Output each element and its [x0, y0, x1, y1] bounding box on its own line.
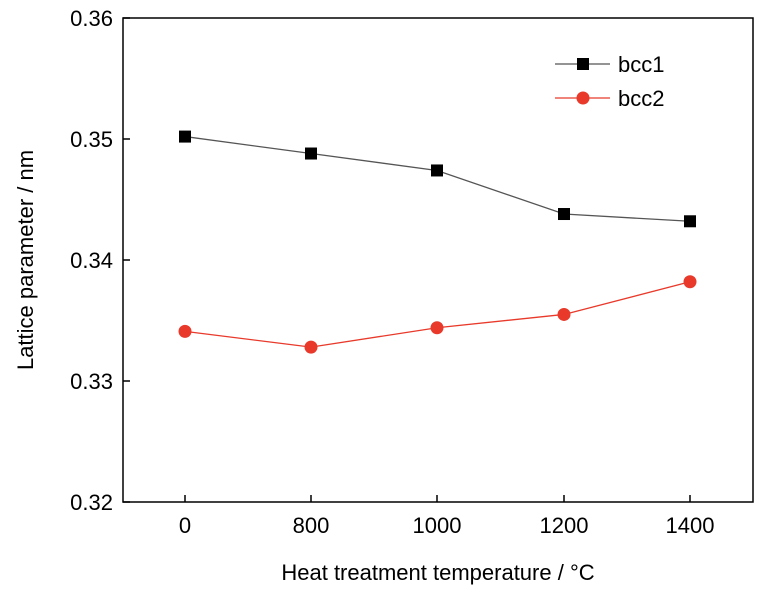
- y-axis-ticks: 0.32 0.33 0.34 0.35 0.36: [70, 6, 130, 515]
- data-point-bcc1: [305, 147, 317, 160]
- series-line-bcc2: [184, 281, 691, 348]
- legend-label-bcc2: bcc2: [618, 86, 664, 111]
- y-tick-label: 0.33: [70, 369, 113, 394]
- y-axis-title: Lattice parameter / nm: [13, 150, 38, 370]
- data-point-bcc1: [179, 130, 191, 143]
- legend-label-bcc1: bcc1: [618, 52, 664, 77]
- series-layer: [178, 130, 697, 354]
- x-axis-ticks: 0 800 1000 1200 1400: [179, 495, 715, 538]
- data-point-bcc2: [430, 321, 444, 335]
- series-line-bcc1: [184, 135, 691, 222]
- data-point-bcc1: [684, 215, 696, 228]
- y-tick-label: 0.32: [70, 490, 113, 515]
- data-point-bcc2: [304, 340, 318, 354]
- x-tick-label: 1000: [413, 513, 462, 538]
- data-point-bcc2: [683, 275, 697, 289]
- x-tick-label: 1400: [666, 513, 715, 538]
- legend: bcc1 bcc2: [555, 52, 664, 111]
- data-point-bcc2: [178, 324, 192, 338]
- legend-marker-bcc1: [577, 58, 589, 70]
- data-point-bcc1: [431, 164, 443, 177]
- x-tick-label: 0: [179, 513, 191, 538]
- y-tick-label: 0.34: [70, 248, 113, 273]
- x-tick-label: 1200: [540, 513, 589, 538]
- y-tick-label: 0.36: [70, 6, 113, 31]
- y-tick-label: 0.35: [70, 127, 113, 152]
- legend-marker-bcc2: [576, 91, 590, 105]
- x-tick-label: 800: [293, 513, 330, 538]
- x-axis-title: Heat treatment temperature / °C: [281, 560, 594, 585]
- data-point-bcc1: [558, 208, 570, 221]
- data-point-bcc2: [557, 307, 571, 321]
